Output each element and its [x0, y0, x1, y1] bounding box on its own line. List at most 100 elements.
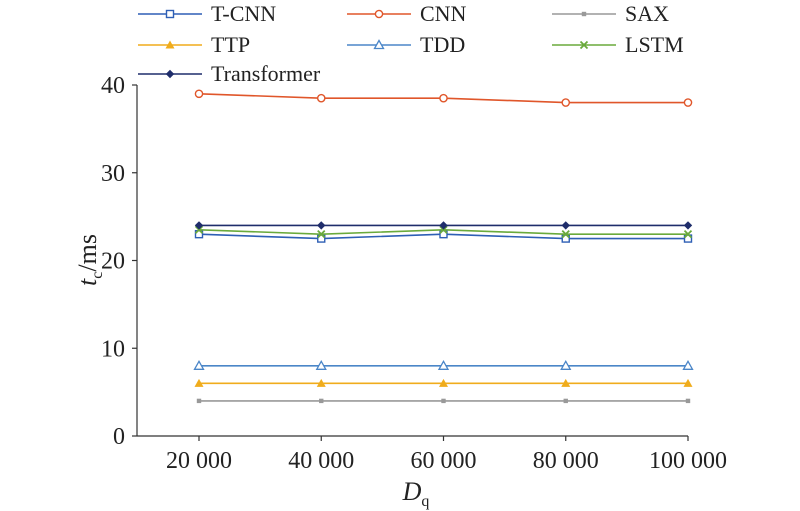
data-point-shape [437, 359, 450, 370]
data-point [439, 93, 448, 103]
data-point-shape [560, 359, 572, 370]
data-point [561, 230, 570, 239]
legend-label: LSTM [625, 32, 684, 57]
data-point-shape [439, 93, 448, 103]
data-point [194, 225, 204, 234]
data-point [563, 398, 568, 404]
data-point [315, 359, 327, 370]
x-tick-label: 20 000 [166, 448, 232, 474]
data-point-shape [316, 93, 326, 103]
data-point [561, 378, 571, 387]
data-point-shape [682, 359, 694, 370]
data-point [193, 359, 205, 370]
data-point-shape [441, 398, 446, 404]
data-point [682, 359, 694, 370]
data-point [560, 359, 572, 370]
x-tick-label: 40 000 [288, 448, 354, 474]
legend-item: Transformer [138, 61, 321, 86]
data-point-shape [317, 221, 326, 230]
legend-marker-shape [579, 40, 589, 50]
x-tick-label: 100 000 [649, 448, 727, 474]
data-point [194, 89, 204, 99]
data-point [196, 398, 202, 404]
legend-marker-shape [165, 40, 175, 49]
legend-marker-shape [373, 39, 385, 50]
legend-label: SAX [625, 1, 669, 26]
data-point [194, 221, 204, 230]
y-tick-label: 0 [113, 424, 125, 450]
y-axis-title-sub: c [89, 272, 106, 279]
data-point-shape [683, 221, 693, 230]
legend-label: TDD [420, 32, 465, 57]
x-axis-title-main: D [402, 477, 422, 506]
x-tick-label: 80 000 [533, 448, 599, 474]
legend-label: CNN [420, 1, 467, 26]
series-transformer [194, 221, 693, 230]
data-point [317, 221, 326, 230]
y-axis-title-unit: /ms [73, 234, 102, 272]
data-point [437, 359, 450, 370]
legend-marker [165, 40, 175, 49]
x-axis-title: Dq [402, 477, 430, 510]
data-point-shape [439, 225, 448, 234]
data-point-shape [316, 378, 326, 387]
data-point-shape [194, 221, 204, 230]
legend-marker [373, 39, 385, 50]
data-point-shape [561, 98, 571, 107]
data-point-shape [561, 221, 570, 230]
legend-marker [581, 11, 587, 17]
data-point-shape [196, 398, 202, 404]
series-t-cnn [194, 229, 693, 243]
x-tick-label: 60 000 [411, 448, 477, 474]
legend-item: LSTM [552, 32, 684, 57]
data-point [316, 378, 326, 387]
data-point-shape [563, 398, 568, 404]
legend-label: Transformer [211, 61, 321, 86]
y-tick-label: 30 [101, 161, 125, 187]
y-axis-title-main: t [73, 278, 102, 286]
axes: 0 10 20 30 40 20 000 40 000 60 000 80 000 100 000 [101, 73, 727, 474]
data-point [319, 398, 324, 404]
legend-item: TTP [138, 32, 250, 57]
data-point-shape [561, 230, 570, 239]
data-point-shape [561, 378, 571, 387]
data-point-shape [319, 398, 324, 404]
data-point [683, 98, 693, 107]
legend-marker-shape [581, 11, 587, 17]
data-point-shape [683, 230, 693, 239]
data-point [316, 93, 326, 103]
data-point [685, 398, 691, 404]
legend-marker-shape [165, 69, 175, 79]
data-point-shape [315, 359, 327, 370]
plot-area [193, 89, 694, 404]
data-point [439, 221, 448, 230]
legend-item: T-CNN [138, 1, 276, 26]
y-axis-title: tc/ms [73, 234, 106, 286]
series-sax [196, 398, 691, 404]
data-point [561, 98, 571, 107]
legend-marker [165, 69, 175, 79]
data-point-shape [193, 359, 205, 370]
data-point [317, 230, 326, 239]
data-point-shape [317, 230, 326, 239]
series-cnn [194, 89, 693, 107]
data-point-shape [194, 89, 204, 99]
legend-marker [165, 9, 175, 19]
data-point-shape [439, 378, 448, 387]
y-tick-label: 20 [101, 249, 125, 275]
series-lstm [194, 225, 693, 239]
legend: T-CNN CNN SAX TTP TDD LSTM Transformer [138, 1, 684, 86]
x-axis-title-sub: q [421, 493, 429, 510]
legend-label: TTP [211, 32, 250, 57]
data-point [439, 378, 448, 387]
data-point-shape [194, 378, 204, 387]
data-point-shape [685, 398, 691, 404]
series-ttp [194, 378, 693, 387]
data-point [441, 398, 446, 404]
data-point-shape [683, 98, 693, 107]
legend-marker [579, 40, 589, 50]
data-point [683, 378, 693, 387]
data-point [683, 230, 693, 239]
legend-marker-shape [374, 9, 384, 19]
